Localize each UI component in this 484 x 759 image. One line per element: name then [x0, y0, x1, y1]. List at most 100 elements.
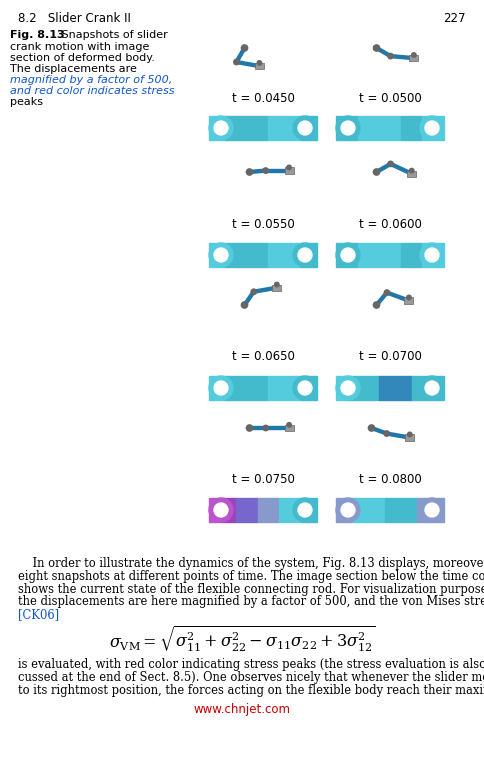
Bar	[336, 498, 352, 522]
Circle shape	[373, 45, 379, 51]
Bar	[352, 498, 385, 522]
Bar	[225, 376, 269, 400]
Wedge shape	[336, 243, 348, 267]
Circle shape	[420, 498, 444, 522]
Text: t = 0.0700: t = 0.0700	[359, 350, 422, 363]
Circle shape	[214, 248, 228, 262]
Circle shape	[293, 376, 317, 400]
Text: section of deformed body.: section of deformed body.	[10, 53, 155, 63]
Text: t = 0.0600: t = 0.0600	[359, 218, 422, 231]
Circle shape	[425, 503, 439, 517]
Text: [CK06]: [CK06]	[18, 608, 59, 621]
Bar	[336, 376, 347, 400]
Circle shape	[341, 503, 355, 517]
Text: www.chnjet.com: www.chnjet.com	[194, 703, 290, 716]
Circle shape	[388, 53, 393, 58]
Bar	[225, 116, 269, 140]
Bar	[358, 116, 401, 140]
Text: 227: 227	[443, 12, 466, 25]
Circle shape	[425, 248, 439, 262]
Bar	[417, 498, 444, 522]
Bar	[209, 498, 222, 522]
Circle shape	[298, 248, 312, 262]
Bar	[347, 376, 379, 400]
Text: crank motion with image: crank motion with image	[10, 42, 150, 52]
Bar	[409, 55, 418, 61]
Text: $\sigma_\mathrm{VM} = \sqrt{\sigma_{11}^2 + \sigma_{22}^2 - \sigma_{11}\sigma_{2: $\sigma_\mathrm{VM} = \sqrt{\sigma_{11}^…	[108, 624, 376, 653]
Wedge shape	[432, 498, 444, 522]
Bar	[225, 243, 269, 267]
Wedge shape	[305, 116, 317, 140]
Bar	[255, 63, 264, 69]
Circle shape	[341, 121, 355, 135]
Circle shape	[246, 168, 253, 175]
Circle shape	[214, 121, 228, 135]
Text: t = 0.0650: t = 0.0650	[231, 350, 294, 363]
Circle shape	[263, 168, 268, 173]
Circle shape	[384, 290, 390, 295]
Circle shape	[336, 376, 360, 400]
Bar	[269, 116, 301, 140]
Bar	[405, 434, 414, 441]
Wedge shape	[336, 116, 348, 140]
Circle shape	[409, 168, 414, 173]
Circle shape	[209, 116, 233, 140]
Text: In order to illustrate the dynamics of the system, Fig. 8.13 displays, moreover,: In order to illustrate the dynamics of t…	[18, 557, 484, 570]
Circle shape	[214, 503, 228, 517]
Text: Snapshots of slider: Snapshots of slider	[58, 30, 168, 40]
Text: peaks: peaks	[10, 97, 43, 107]
Bar	[269, 376, 301, 400]
Wedge shape	[305, 376, 317, 400]
Bar	[379, 376, 411, 400]
Circle shape	[209, 376, 233, 400]
Text: The displacements are: The displacements are	[10, 64, 137, 74]
Bar	[209, 243, 225, 267]
Circle shape	[425, 121, 439, 135]
Circle shape	[341, 248, 355, 262]
Circle shape	[420, 116, 444, 140]
Circle shape	[336, 116, 360, 140]
Bar	[269, 243, 301, 267]
Bar	[358, 243, 401, 267]
Circle shape	[388, 161, 393, 166]
Circle shape	[234, 59, 239, 65]
Bar	[423, 243, 444, 267]
Circle shape	[298, 121, 312, 135]
Text: is evaluated, with red color indicating stress peaks (the stress evaluation is a: is evaluated, with red color indicating …	[18, 658, 484, 671]
Text: t = 0.0800: t = 0.0800	[359, 473, 422, 486]
Wedge shape	[305, 498, 317, 522]
Bar	[301, 498, 317, 522]
Circle shape	[246, 425, 253, 431]
Bar	[423, 116, 444, 140]
Bar	[385, 498, 417, 522]
Bar	[236, 498, 257, 522]
Circle shape	[293, 116, 317, 140]
Circle shape	[251, 289, 257, 294]
Circle shape	[425, 381, 439, 395]
Text: the displacements are here magnified by a factor of 500, and the von Mises stres: the displacements are here magnified by …	[18, 595, 484, 609]
Circle shape	[336, 243, 360, 267]
Wedge shape	[336, 376, 348, 400]
Circle shape	[298, 381, 312, 395]
Circle shape	[373, 302, 379, 308]
Circle shape	[373, 168, 379, 175]
Bar	[401, 116, 423, 140]
Wedge shape	[336, 498, 348, 522]
Circle shape	[214, 381, 228, 395]
Text: to its rightmost position, the forces acting on the flexible body reach their ma: to its rightmost position, the forces ac…	[18, 684, 484, 697]
Bar	[405, 298, 413, 304]
Bar	[301, 116, 317, 140]
Bar	[285, 168, 293, 174]
Wedge shape	[209, 376, 221, 400]
Text: cussed at the end of Sect. 8.5). One observes nicely that whenever the slider mo: cussed at the end of Sect. 8.5). One obs…	[18, 671, 484, 684]
Wedge shape	[209, 498, 221, 522]
Circle shape	[336, 498, 360, 522]
Circle shape	[420, 243, 444, 267]
Wedge shape	[432, 116, 444, 140]
Circle shape	[209, 243, 233, 267]
Text: shows the current state of the flexible connecting rod. For visualization purpos: shows the current state of the flexible …	[18, 583, 484, 596]
Bar	[301, 376, 317, 400]
Circle shape	[341, 381, 355, 395]
Bar	[411, 376, 444, 400]
Bar	[209, 376, 225, 400]
